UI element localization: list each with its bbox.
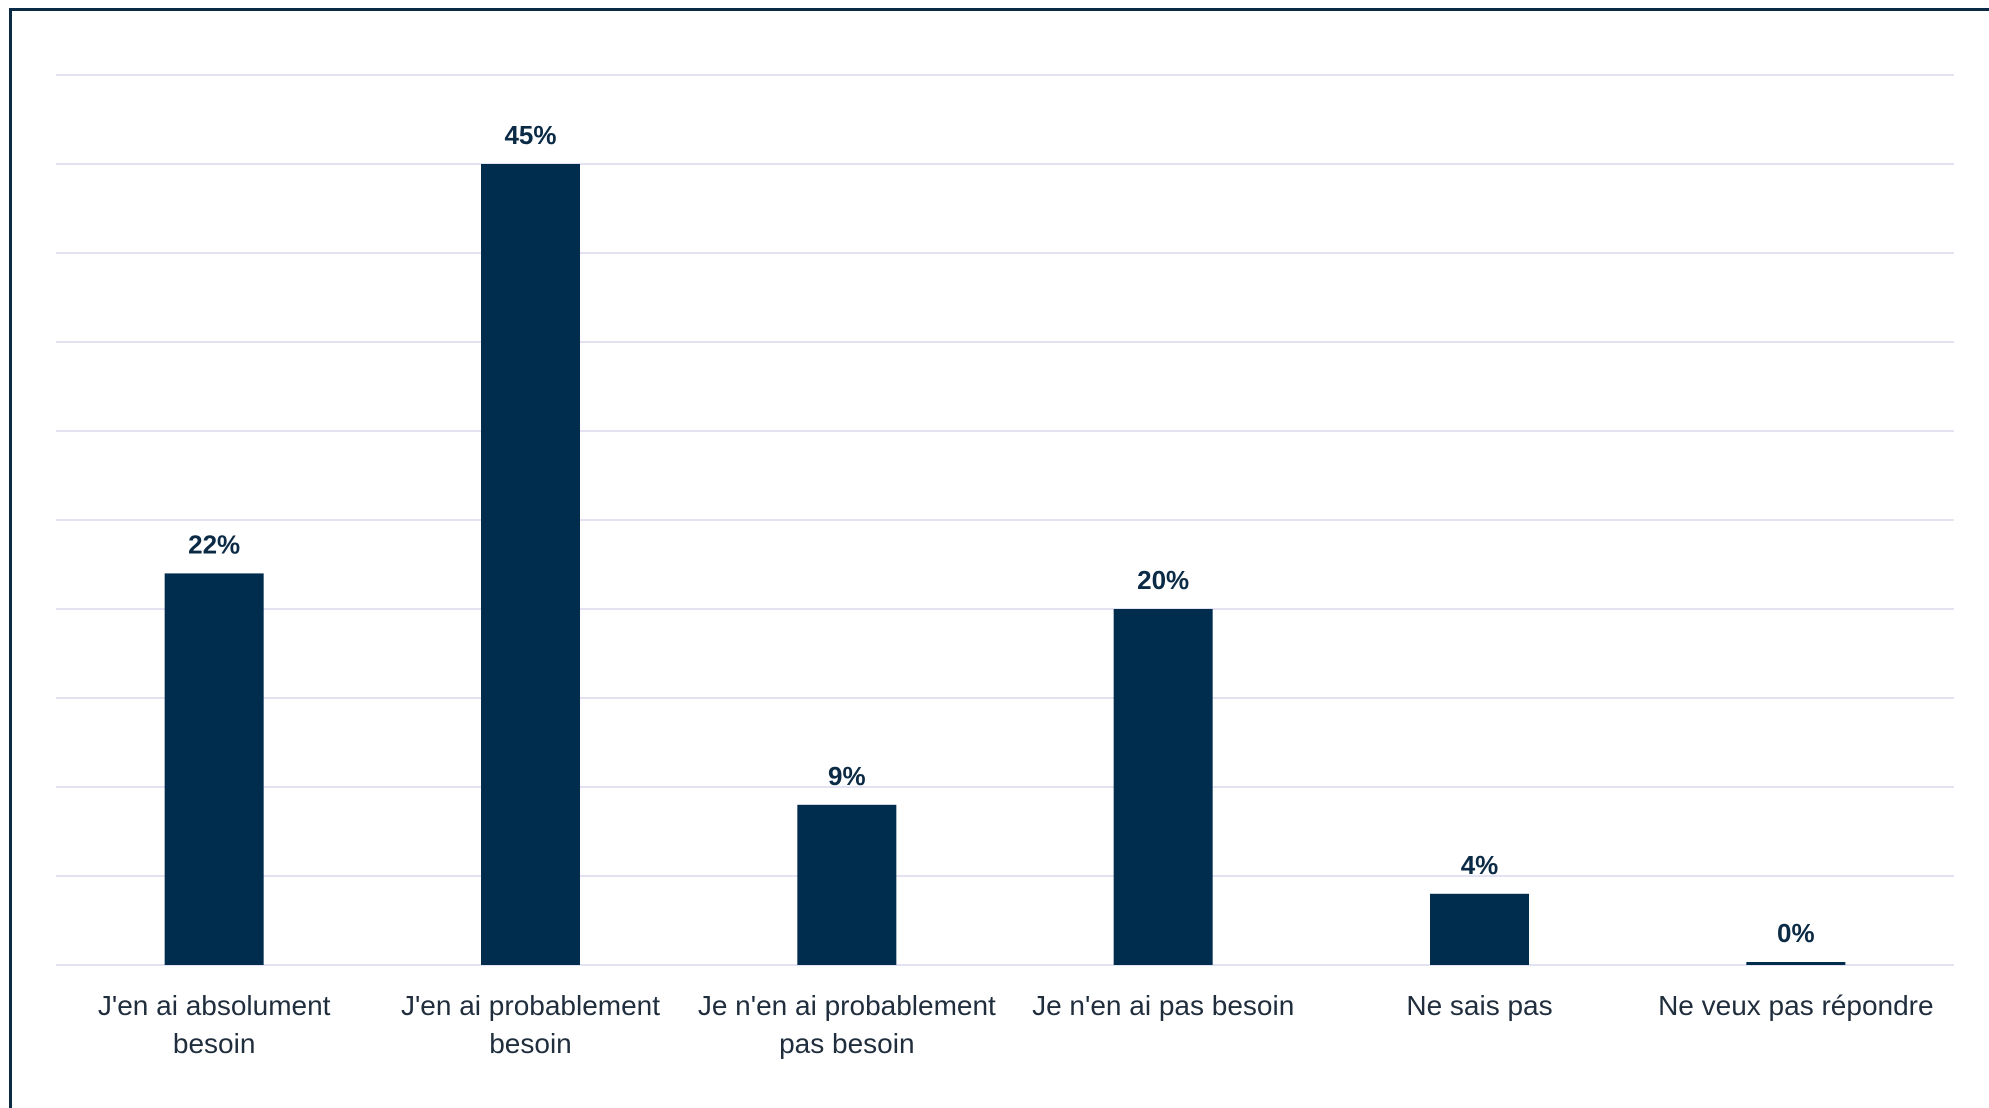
category-label: J'en ai absolument besoin xyxy=(98,990,331,1059)
bar xyxy=(481,164,580,965)
category-label-line: Je n'en ai probablement xyxy=(698,990,996,1021)
category-label-line: Ne sais pas xyxy=(1406,990,1552,1021)
category-label: Ne sais pas xyxy=(1406,990,1552,1021)
data-label: 20% xyxy=(1137,565,1189,595)
category-label-line: Je n'en ai pas besoin xyxy=(1032,990,1294,1021)
category-label-line: besoin xyxy=(489,1028,572,1059)
category-label-line: J'en ai absolument xyxy=(98,990,331,1021)
category-label: Je n'en ai probablement pas besoin xyxy=(698,990,996,1059)
bars xyxy=(164,164,1846,965)
data-label: 22% xyxy=(188,529,240,559)
category-label: Je n'en ai pas besoin xyxy=(1032,990,1294,1021)
data-labels: 22% 45% 9% 20% 4% 0% xyxy=(188,120,1814,948)
category-label: J'en ai probablement besoin xyxy=(401,990,660,1059)
bar xyxy=(797,804,897,965)
gridlines xyxy=(56,74,1954,966)
bar xyxy=(1430,893,1529,965)
category-label-line: J'en ai probablement xyxy=(401,990,660,1021)
chart-frame xyxy=(9,8,1989,1108)
category-label: Ne veux pas répondre xyxy=(1658,990,1934,1021)
category-label-line: pas besoin xyxy=(779,1028,914,1059)
data-label: 45% xyxy=(504,120,556,150)
bar xyxy=(164,573,264,965)
data-label: 0% xyxy=(1777,918,1815,948)
category-label-line: Ne veux pas répondre xyxy=(1658,990,1934,1021)
data-label: 9% xyxy=(828,761,866,791)
bar xyxy=(1113,609,1213,965)
data-label: 4% xyxy=(1461,850,1499,880)
category-label-line: besoin xyxy=(173,1028,256,1059)
bar xyxy=(1746,962,1846,965)
bar-chart: 22% 45% 9% 20% 4% 0% J'en ai absolument besoin… xyxy=(56,74,1954,1059)
